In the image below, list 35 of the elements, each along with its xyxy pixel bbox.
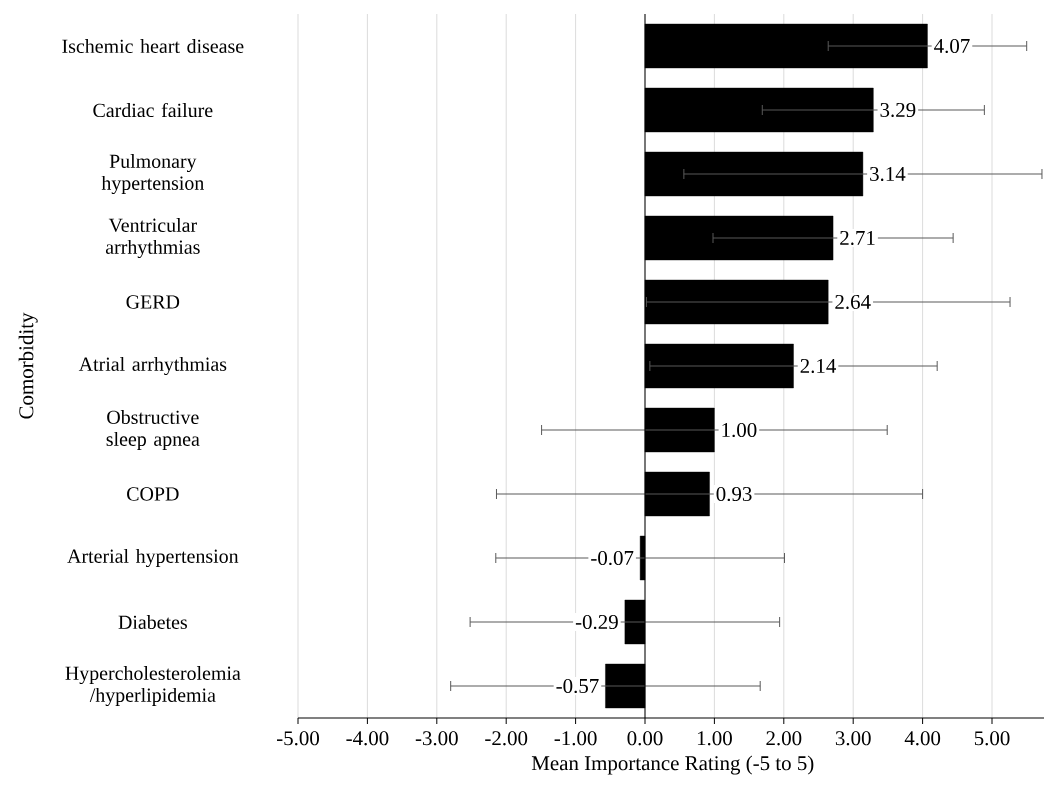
- x-tick-label: 5.00: [974, 731, 1010, 746]
- y-tick-label: Arterial hypertension: [67, 548, 239, 568]
- data-label: 3.29: [880, 102, 916, 118]
- data-label: -0.07: [591, 550, 634, 566]
- y-tick-label: COPD: [127, 487, 179, 501]
- x-tick-label: -3.00: [415, 731, 458, 746]
- x-tick-label: -4.00: [346, 731, 389, 746]
- x-tick-label: 2.00: [766, 731, 802, 746]
- y-tick-label: Ischemic heart disease: [62, 38, 244, 53]
- data-label: 2.64: [835, 294, 871, 310]
- data-label: -0.57: [556, 678, 599, 694]
- x-tick-label: -5.00: [276, 731, 319, 746]
- y-tick-label: Hypercholesterolemia /hyperlipidemia: [65, 665, 241, 707]
- data-label: 0.93: [716, 486, 752, 502]
- y-axis-title: Comorbidity: [18, 312, 38, 419]
- x-tick-label: 1.00: [697, 731, 732, 746]
- data-label: 2.71: [840, 230, 875, 246]
- x-tick-label: 3.00: [835, 731, 871, 746]
- y-tick-label: Ventricular arrhythmias: [105, 217, 200, 259]
- y-tick-label: GERD: [126, 295, 180, 309]
- data-label: -0.29: [575, 614, 618, 630]
- y-tick-label: Diabetes: [118, 614, 187, 630]
- data-label: 3.14: [870, 166, 906, 182]
- data-label: 2.14: [800, 358, 837, 374]
- x-tick-label: -2.00: [485, 731, 528, 746]
- y-tick-label: Pulmonary hypertension: [101, 153, 204, 195]
- x-tick-label: -1.00: [554, 731, 597, 746]
- x-tick-label: 0.00: [627, 731, 663, 746]
- x-tick-label: 4.00: [904, 731, 941, 746]
- data-label: 4.07: [934, 38, 970, 54]
- y-tick-label: Cardiac failure: [93, 102, 213, 118]
- data-label: 1.00: [722, 422, 757, 438]
- y-tick-label: Obstructive sleep apnea: [106, 410, 200, 450]
- y-tick-label: Atrial arrhythmias: [78, 356, 227, 376]
- x-axis-title: Mean Importance Rating (-5 to 5): [531, 755, 814, 775]
